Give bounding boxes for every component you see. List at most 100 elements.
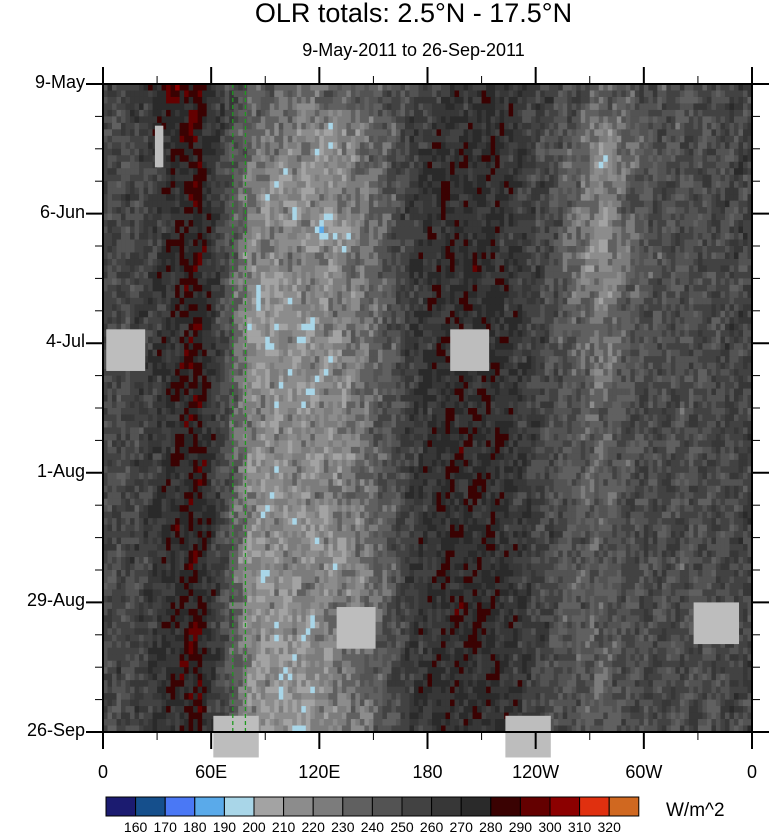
heatmap-cell <box>594 175 599 182</box>
heatmap-cell <box>540 110 545 117</box>
heatmap-cell <box>621 175 626 182</box>
heatmap-cell <box>256 129 261 136</box>
heatmap-cell <box>144 214 149 221</box>
heatmap-cell <box>310 181 315 188</box>
heatmap-cell <box>148 304 153 311</box>
heatmap-cell <box>315 207 320 214</box>
heatmap-cell <box>337 188 342 195</box>
heatmap-cell <box>491 291 496 298</box>
heatmap-cell <box>626 227 631 234</box>
heatmap-cell <box>630 149 635 156</box>
heatmap-cell <box>117 194 122 201</box>
heatmap-cell <box>743 84 748 91</box>
heatmap-cell <box>306 207 311 214</box>
heatmap-cell <box>536 162 541 169</box>
heatmap-cell <box>184 233 189 240</box>
heatmap-cell <box>536 116 541 123</box>
heatmap-cell <box>225 298 230 305</box>
heatmap-cell <box>360 194 365 201</box>
heatmap-cell <box>256 175 261 182</box>
heatmap-cell <box>662 110 667 117</box>
heatmap-cell <box>292 214 297 221</box>
heatmap-cell <box>513 175 518 182</box>
heatmap-cell <box>603 240 608 247</box>
heatmap-cell <box>261 265 266 272</box>
heatmap-cell <box>545 116 550 123</box>
heatmap-cell <box>608 259 613 266</box>
heatmap-cell <box>734 291 739 298</box>
heatmap-cell <box>594 136 599 143</box>
heatmap-cell <box>464 175 469 182</box>
heatmap-cell <box>725 188 730 195</box>
heatmap-cell <box>184 272 189 279</box>
heatmap-cell <box>716 214 721 221</box>
heatmap-cell <box>108 194 113 201</box>
heatmap-cell <box>495 220 500 227</box>
heatmap-cell <box>738 194 743 201</box>
heatmap-cell <box>405 162 410 169</box>
heatmap-cell <box>684 201 689 208</box>
heatmap-cell <box>540 227 545 234</box>
heatmap-cell <box>387 272 392 279</box>
heatmap-cell <box>612 116 617 123</box>
heatmap-cell <box>513 90 518 97</box>
heatmap-cell <box>198 84 203 91</box>
heatmap-cell <box>482 84 487 91</box>
heatmap-cell <box>180 168 185 175</box>
heatmap-cell <box>464 142 469 149</box>
heatmap-cell <box>743 194 748 201</box>
heatmap-cell <box>612 168 617 175</box>
heatmap-cell <box>324 149 329 156</box>
heatmap-cell <box>315 265 320 272</box>
heatmap-cell <box>234 259 239 266</box>
heatmap-cell <box>518 116 523 123</box>
heatmap-cell <box>373 142 378 149</box>
heatmap-cell <box>229 97 234 104</box>
heatmap-cell <box>711 227 716 234</box>
heatmap-cell <box>572 259 577 266</box>
heatmap-cell <box>261 84 266 91</box>
heatmap-cell <box>666 103 671 110</box>
heatmap-cell <box>459 207 464 214</box>
heatmap-cell <box>648 155 653 162</box>
heatmap-cell <box>292 207 297 214</box>
heatmap-cell <box>405 123 410 130</box>
heatmap-cell <box>360 304 365 311</box>
heatmap-cell <box>355 84 360 91</box>
heatmap-cell <box>441 110 446 117</box>
heatmap-cell <box>572 149 577 156</box>
heatmap-cell <box>554 155 559 162</box>
heatmap-cell <box>382 246 387 253</box>
heatmap-cell <box>360 259 365 266</box>
heatmap-cell <box>738 168 743 175</box>
heatmap-cell <box>180 304 185 311</box>
heatmap-cell <box>423 129 428 136</box>
heatmap-cell <box>617 227 622 234</box>
heatmap-cell <box>162 265 167 272</box>
heatmap-cell <box>409 214 414 221</box>
heatmap-cell <box>621 155 626 162</box>
heatmap-cell <box>391 181 396 188</box>
heatmap-cell <box>387 246 392 253</box>
heatmap-cell <box>495 291 500 298</box>
heatmap-cell <box>549 233 554 240</box>
heatmap-cell <box>297 90 302 97</box>
heatmap-cell <box>509 207 514 214</box>
heatmap-cell <box>738 142 743 149</box>
heatmap-cell <box>711 129 716 136</box>
heatmap-cell <box>716 84 721 91</box>
heatmap-cell <box>572 278 577 285</box>
heatmap-cell <box>310 136 315 143</box>
heatmap-cell <box>175 142 180 149</box>
heatmap-cell <box>486 259 491 266</box>
heatmap-cell <box>391 240 396 247</box>
heatmap-cell <box>238 116 243 123</box>
heatmap-cell <box>144 291 149 298</box>
heatmap-cell <box>171 149 176 156</box>
heatmap-cell <box>518 155 523 162</box>
heatmap-cell <box>716 259 721 266</box>
heatmap-cell <box>238 123 243 130</box>
heatmap-cell <box>734 97 739 104</box>
heatmap-cell <box>414 265 419 272</box>
heatmap-cell <box>635 84 640 91</box>
